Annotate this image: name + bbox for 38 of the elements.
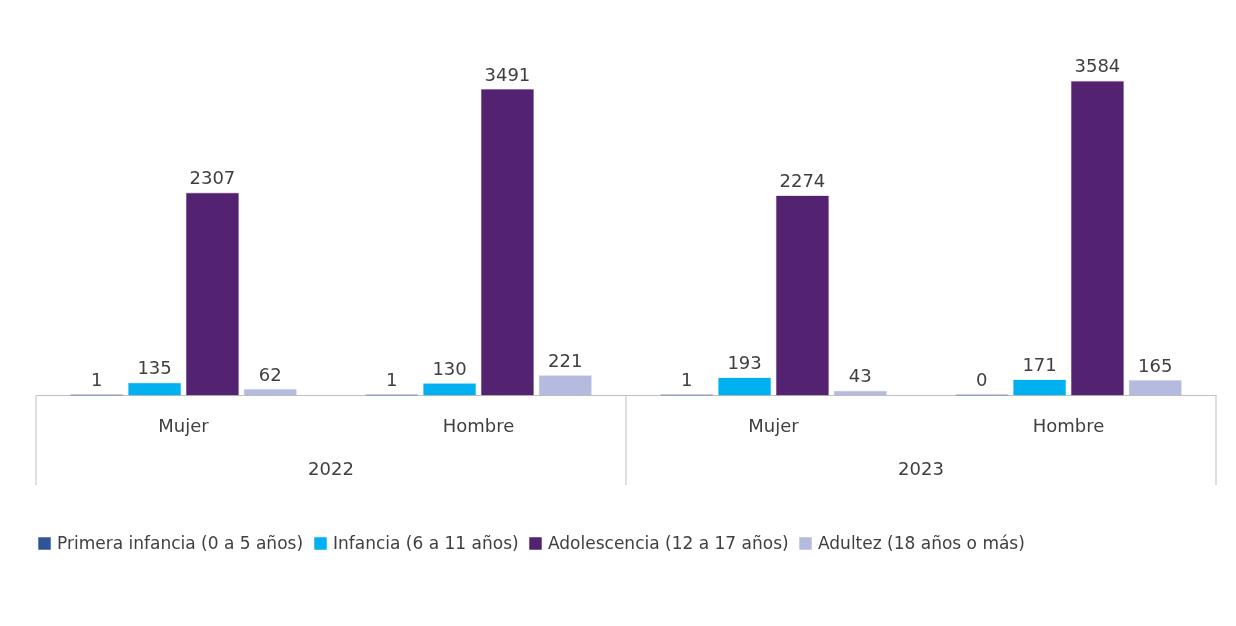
data-label: 3584 (1074, 55, 1121, 77)
data-label: 43 (848, 365, 872, 387)
bar (776, 195, 829, 396)
data-label: 3491 (484, 63, 531, 85)
x-tick-label: Mujer (158, 414, 210, 436)
data-label: 0 (976, 369, 988, 390)
legend-label: Adultez (18 años o más) (818, 532, 1025, 553)
data-label: 1 (91, 368, 103, 390)
bar (539, 375, 592, 396)
x-tick-label: Mujer (748, 414, 800, 436)
data-label: 2274 (779, 170, 826, 192)
data-label: 1 (681, 368, 693, 390)
bar (128, 383, 181, 396)
data-label: 62 (258, 363, 282, 385)
bar (186, 192, 239, 396)
data-label: 171 (1022, 354, 1057, 376)
data-label: 130 (432, 357, 467, 379)
bar (1013, 379, 1066, 396)
bar (423, 383, 476, 396)
bar (718, 377, 771, 396)
bar (1071, 81, 1124, 396)
data-label: 1 (386, 368, 398, 390)
data-label: 221 (548, 349, 583, 371)
data-label: 165 (1138, 354, 1173, 376)
text: 2022 (308, 458, 354, 479)
bar (1129, 380, 1182, 396)
bar (834, 391, 887, 396)
bar (244, 389, 297, 396)
x-tick-label: Hombre (442, 414, 515, 436)
data-label: 2307 (189, 167, 236, 189)
legend-label: Infancia (6 a 11 años) (333, 532, 519, 553)
data-label: 135 (137, 357, 172, 379)
x-tick-label: Hombre (1032, 414, 1105, 436)
text: 2023 (898, 458, 944, 479)
bar (481, 89, 534, 396)
legend-label: Adolescencia (12 a 17 años) (548, 532, 789, 553)
data-label: 193 (727, 352, 762, 374)
legend-label: Primera infancia (0 a 5 años) (57, 532, 304, 553)
